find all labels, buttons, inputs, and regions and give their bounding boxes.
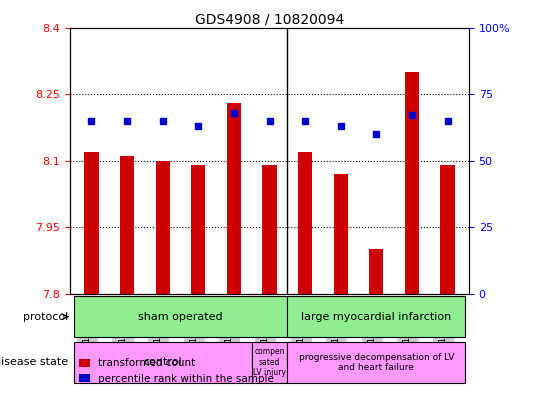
Text: large myocardial infarction: large myocardial infarction — [301, 312, 452, 321]
Bar — [156, 161, 170, 294]
FancyBboxPatch shape — [74, 296, 287, 337]
FancyBboxPatch shape — [287, 296, 465, 337]
Bar — [298, 152, 312, 294]
Bar — [369, 250, 383, 294]
FancyBboxPatch shape — [74, 342, 252, 383]
Bar — [334, 174, 348, 294]
Bar — [440, 165, 455, 294]
Bar — [227, 103, 241, 294]
Bar — [262, 165, 277, 294]
Text: disease state: disease state — [0, 357, 68, 367]
FancyBboxPatch shape — [287, 342, 465, 383]
Title: GDS4908 / 10820094: GDS4908 / 10820094 — [195, 12, 344, 26]
Text: control: control — [143, 357, 182, 367]
Text: compen
sated
LV injury: compen sated LV injury — [253, 347, 286, 377]
Text: protocol: protocol — [23, 312, 68, 321]
Bar — [120, 156, 134, 294]
Bar — [191, 165, 205, 294]
Bar — [405, 72, 419, 294]
FancyBboxPatch shape — [252, 342, 287, 383]
Text: sham operated: sham operated — [138, 312, 223, 321]
Legend: transformed count, percentile rank within the sample: transformed count, percentile rank withi… — [75, 354, 278, 388]
Bar — [84, 152, 99, 294]
Text: progressive decompensation of LV
and heart failure: progressive decompensation of LV and hea… — [299, 353, 454, 372]
